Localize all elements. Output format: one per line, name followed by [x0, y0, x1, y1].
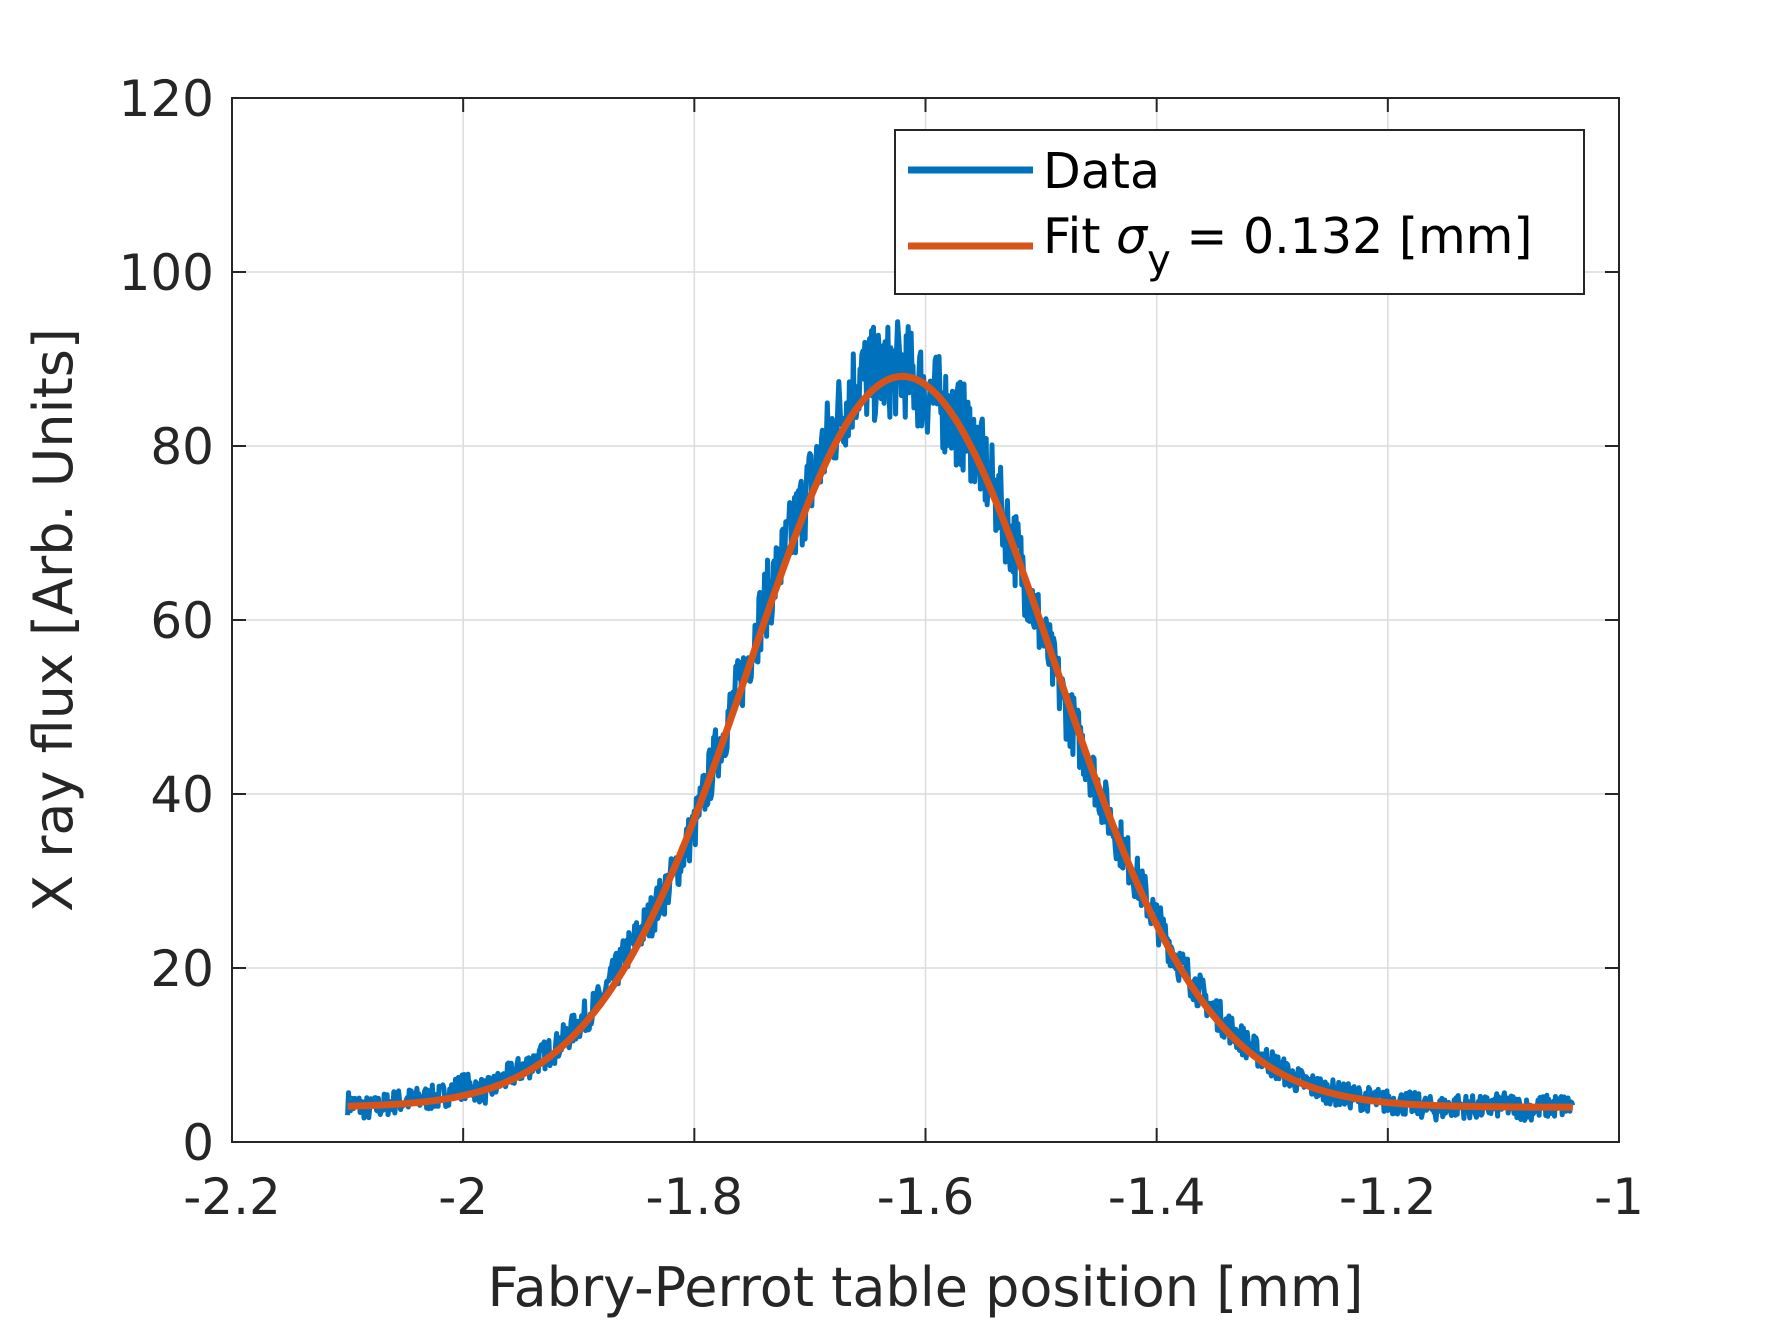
- ticks: -2.2 -2 -1.8 -1.6 -1.4 -1.2 -1 0 20 40 60 80 100 120: [119, 70, 1644, 1226]
- y-tick-label: 80: [150, 418, 214, 476]
- data-series-line: [345, 319, 1576, 1123]
- x-tick-label: -1.6: [877, 1168, 975, 1226]
- legend: Data Fit σy = 0.132 [mm]: [894, 129, 1585, 295]
- legend-fit-sigma: σ: [1116, 208, 1149, 265]
- x-tick-label: -1.2: [1339, 1168, 1437, 1226]
- y-tick-label: 0: [182, 1114, 214, 1172]
- x-tick-label: -2: [438, 1168, 488, 1226]
- y-tick-label: 100: [119, 244, 214, 302]
- y-axis-label: X ray flux [Arb. Units]: [22, 328, 85, 912]
- legend-fit-prefix: Fit: [1043, 208, 1116, 265]
- fit-curve-line: [346, 372, 1574, 1111]
- x-tick-label: -1: [1594, 1168, 1644, 1226]
- y-tick-label: 60: [150, 592, 214, 650]
- legend-fit-label: Fit σy = 0.132 [mm]: [1043, 208, 1533, 283]
- x-tick-label: -1.4: [1108, 1168, 1206, 1226]
- legend-data-label: Data: [1043, 143, 1160, 200]
- legend-fit-suffix: = 0.132 [mm]: [1171, 208, 1533, 265]
- legend-fit-subscript: y: [1147, 237, 1171, 283]
- x-axis-label: Fabry-Perrot table position [mm]: [488, 1256, 1364, 1319]
- y-tick-label: 20: [150, 940, 214, 998]
- y-tick-label: 120: [119, 70, 214, 128]
- x-tick-label: -1.8: [646, 1168, 744, 1226]
- x-tick-label: -2.2: [183, 1168, 281, 1226]
- y-tick-label: 40: [150, 766, 214, 824]
- series-layer: [345, 319, 1576, 1123]
- legend-box: [894, 129, 1585, 295]
